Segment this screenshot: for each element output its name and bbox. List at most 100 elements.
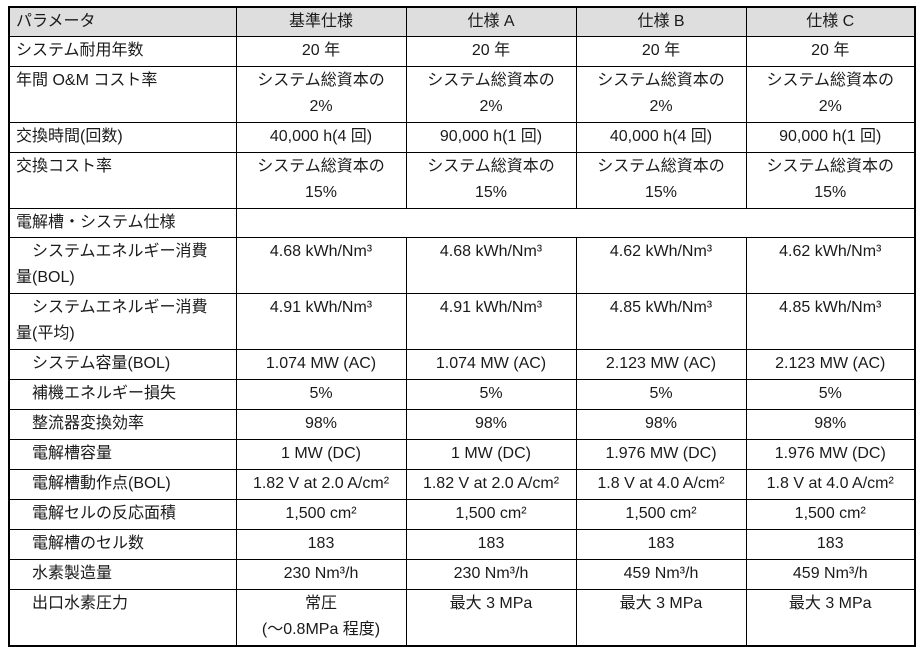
table-row: システム容量(BOL) 1.074 MW (AC) 1.074 MW (AC) 2.1… bbox=[8, 349, 916, 380]
value-cell: 1.82 V at 2.0 A/cm² bbox=[405, 469, 577, 500]
value-cell: 最大 3 MPa bbox=[745, 589, 916, 647]
row-label-cell: 電解槽容量 bbox=[8, 439, 237, 470]
header-row: パラメータ 基準仕様 仕様 A 仕様 B 仕様 C bbox=[8, 6, 916, 37]
value-cell: 5% bbox=[405, 379, 577, 410]
value-cell: 459 Nm³/h bbox=[745, 559, 916, 590]
row-label-cell: 年間 O&M コスト率 bbox=[8, 66, 237, 123]
value-cell: 4.68 kWh/Nm³ bbox=[235, 237, 407, 294]
value-cell: 4.91 kWh/Nm³ bbox=[405, 293, 577, 350]
row-label-cell: システム容量(BOL) bbox=[8, 349, 237, 380]
section-empty-cell bbox=[235, 208, 916, 238]
table-body: システム耐用年数 20 年 20 年 20 年 20 年年間 O&M コスト率 システム総… bbox=[8, 36, 916, 647]
value-cell: 最大 3 MPa bbox=[405, 589, 577, 647]
value-cell: 1.976 MW (DC) bbox=[575, 439, 747, 470]
value-cell: システム総資本の 15% bbox=[405, 152, 577, 209]
row-label-cell: 交換時間(回数) bbox=[8, 122, 237, 153]
value-cell: 1 MW (DC) bbox=[235, 439, 407, 470]
value-cell: 1,500 cm² bbox=[235, 499, 407, 530]
table-row: 補機エネルギー損失 5% 5% 5% 5% bbox=[8, 379, 916, 410]
value-cell: システム総資本の 2% bbox=[405, 66, 577, 123]
value-cell: 4.62 kWh/Nm³ bbox=[745, 237, 916, 294]
value-cell: 4.85 kWh/Nm³ bbox=[745, 293, 916, 350]
row-label-cell: 水素製造量 bbox=[8, 559, 237, 590]
table-row: 出口水素圧力 常圧 (〜0.8MPa 程度) 最大 3 MPa 最大 3 MPa 最大 … bbox=[8, 589, 916, 647]
value-cell: 183 bbox=[745, 529, 916, 560]
value-cell: 5% bbox=[575, 379, 747, 410]
row-label-cell: 出口水素圧力 bbox=[8, 589, 237, 647]
row-label-cell: システムエネルギー消費 量(BOL) bbox=[8, 237, 237, 294]
column-header-spec: 基準仕様 bbox=[235, 6, 407, 37]
value-cell: 90,000 h(1 回) bbox=[405, 122, 577, 153]
value-cell: 1,500 cm² bbox=[405, 499, 577, 530]
value-cell: 1.8 V at 4.0 A/cm² bbox=[745, 469, 916, 500]
table-row: 交換時間(回数) 40,000 h(4 回) 90,000 h(1 回) 40,000… bbox=[8, 122, 916, 153]
row-label-cell: 交換コスト率 bbox=[8, 152, 237, 209]
value-cell: 1 MW (DC) bbox=[405, 439, 577, 470]
value-cell: 98% bbox=[235, 409, 407, 440]
table-row: システム耐用年数 20 年 20 年 20 年 20 年 bbox=[8, 36, 916, 67]
value-cell: 4.68 kWh/Nm³ bbox=[405, 237, 577, 294]
value-cell: システム総資本の 15% bbox=[575, 152, 747, 209]
table-row: 電解槽のセル数 183 183 183 183 bbox=[8, 529, 916, 560]
table-row: 年間 O&M コスト率 システム総資本の 2% システム総資本の 2% システム総資本… bbox=[8, 66, 916, 123]
section-row: 電解槽・システム仕様 bbox=[8, 208, 916, 238]
value-cell: 20 年 bbox=[745, 36, 916, 67]
value-cell: 2.123 MW (AC) bbox=[745, 349, 916, 380]
value-cell: 183 bbox=[405, 529, 577, 560]
value-cell: 1.8 V at 4.0 A/cm² bbox=[575, 469, 747, 500]
value-cell: 4.62 kWh/Nm³ bbox=[575, 237, 747, 294]
value-cell: 230 Nm³/h bbox=[235, 559, 407, 590]
value-cell: 20 年 bbox=[405, 36, 577, 67]
value-cell: 40,000 h(4 回) bbox=[235, 122, 407, 153]
value-cell: 183 bbox=[235, 529, 407, 560]
value-cell: 5% bbox=[745, 379, 916, 410]
column-header-parameter: パラメータ bbox=[8, 6, 237, 37]
value-cell: 183 bbox=[575, 529, 747, 560]
table-row: システムエネルギー消費 量(平均) 4.91 kWh/Nm³ 4.91 kWh/Nm… bbox=[8, 293, 916, 350]
value-cell: 40,000 h(4 回) bbox=[575, 122, 747, 153]
row-label-cell: 電解槽動作点(BOL) bbox=[8, 469, 237, 500]
table-row: 交換コスト率 システム総資本の 15% システム総資本の 15% システム総資本の 1… bbox=[8, 152, 916, 209]
value-cell: システム総資本の 15% bbox=[745, 152, 916, 209]
table-row: 電解槽容量 1 MW (DC) 1 MW (DC) 1.976 MW (DC) 1.97… bbox=[8, 439, 916, 470]
value-cell: 最大 3 MPa bbox=[575, 589, 747, 647]
table-row: システムエネルギー消費 量(BOL) 4.68 kWh/Nm³ 4.68 kWh/N… bbox=[8, 237, 916, 294]
value-cell: 5% bbox=[235, 379, 407, 410]
value-cell: システム総資本の 2% bbox=[745, 66, 916, 123]
column-header-spec: 仕様 C bbox=[745, 6, 916, 37]
table-row: 電解セルの反応面積 1,500 cm² 1,500 cm² 1,500 cm² 1,50… bbox=[8, 499, 916, 530]
value-cell: 4.85 kWh/Nm³ bbox=[575, 293, 747, 350]
row-label-cell: 整流器変換効率 bbox=[8, 409, 237, 440]
value-cell: システム総資本の 2% bbox=[575, 66, 747, 123]
section-label-cell: 電解槽・システム仕様 bbox=[8, 208, 237, 238]
value-cell: 1,500 cm² bbox=[575, 499, 747, 530]
value-cell: 1.82 V at 2.0 A/cm² bbox=[235, 469, 407, 500]
row-label-cell: 補機エネルギー損失 bbox=[8, 379, 237, 410]
value-cell: 1.976 MW (DC) bbox=[745, 439, 916, 470]
row-label-cell: システム耐用年数 bbox=[8, 36, 237, 67]
value-cell: 20 年 bbox=[575, 36, 747, 67]
value-cell: 1.074 MW (AC) bbox=[235, 349, 407, 380]
table-row: 整流器変換効率 98% 98% 98% 98% bbox=[8, 409, 916, 440]
value-cell: 1.074 MW (AC) bbox=[405, 349, 577, 380]
value-cell: 230 Nm³/h bbox=[405, 559, 577, 590]
value-cell: 459 Nm³/h bbox=[575, 559, 747, 590]
parameter-spec-table: パラメータ 基準仕様 仕様 A 仕様 B 仕様 C システム耐用年数 20 年 20 年 20… bbox=[8, 6, 916, 647]
row-label-cell: 電解槽のセル数 bbox=[8, 529, 237, 560]
row-label-cell: 電解セルの反応面積 bbox=[8, 499, 237, 530]
value-cell: 1,500 cm² bbox=[745, 499, 916, 530]
table-row: 水素製造量 230 Nm³/h 230 Nm³/h 459 Nm³/h 459 Nm³/… bbox=[8, 559, 916, 590]
column-header-spec: 仕様 B bbox=[575, 6, 747, 37]
value-cell: システム総資本の 2% bbox=[235, 66, 407, 123]
value-cell: 98% bbox=[575, 409, 747, 440]
value-cell: 20 年 bbox=[235, 36, 407, 67]
value-cell: 98% bbox=[405, 409, 577, 440]
column-header-spec: 仕様 A bbox=[405, 6, 577, 37]
value-cell: システム総資本の 15% bbox=[235, 152, 407, 209]
table-row: 電解槽動作点(BOL) 1.82 V at 2.0 A/cm² 1.82 V at … bbox=[8, 469, 916, 500]
row-label-cell: システムエネルギー消費 量(平均) bbox=[8, 293, 237, 350]
value-cell: 90,000 h(1 回) bbox=[745, 122, 916, 153]
value-cell: 4.91 kWh/Nm³ bbox=[235, 293, 407, 350]
value-cell: 2.123 MW (AC) bbox=[575, 349, 747, 380]
value-cell: 常圧 (〜0.8MPa 程度) bbox=[235, 589, 407, 647]
